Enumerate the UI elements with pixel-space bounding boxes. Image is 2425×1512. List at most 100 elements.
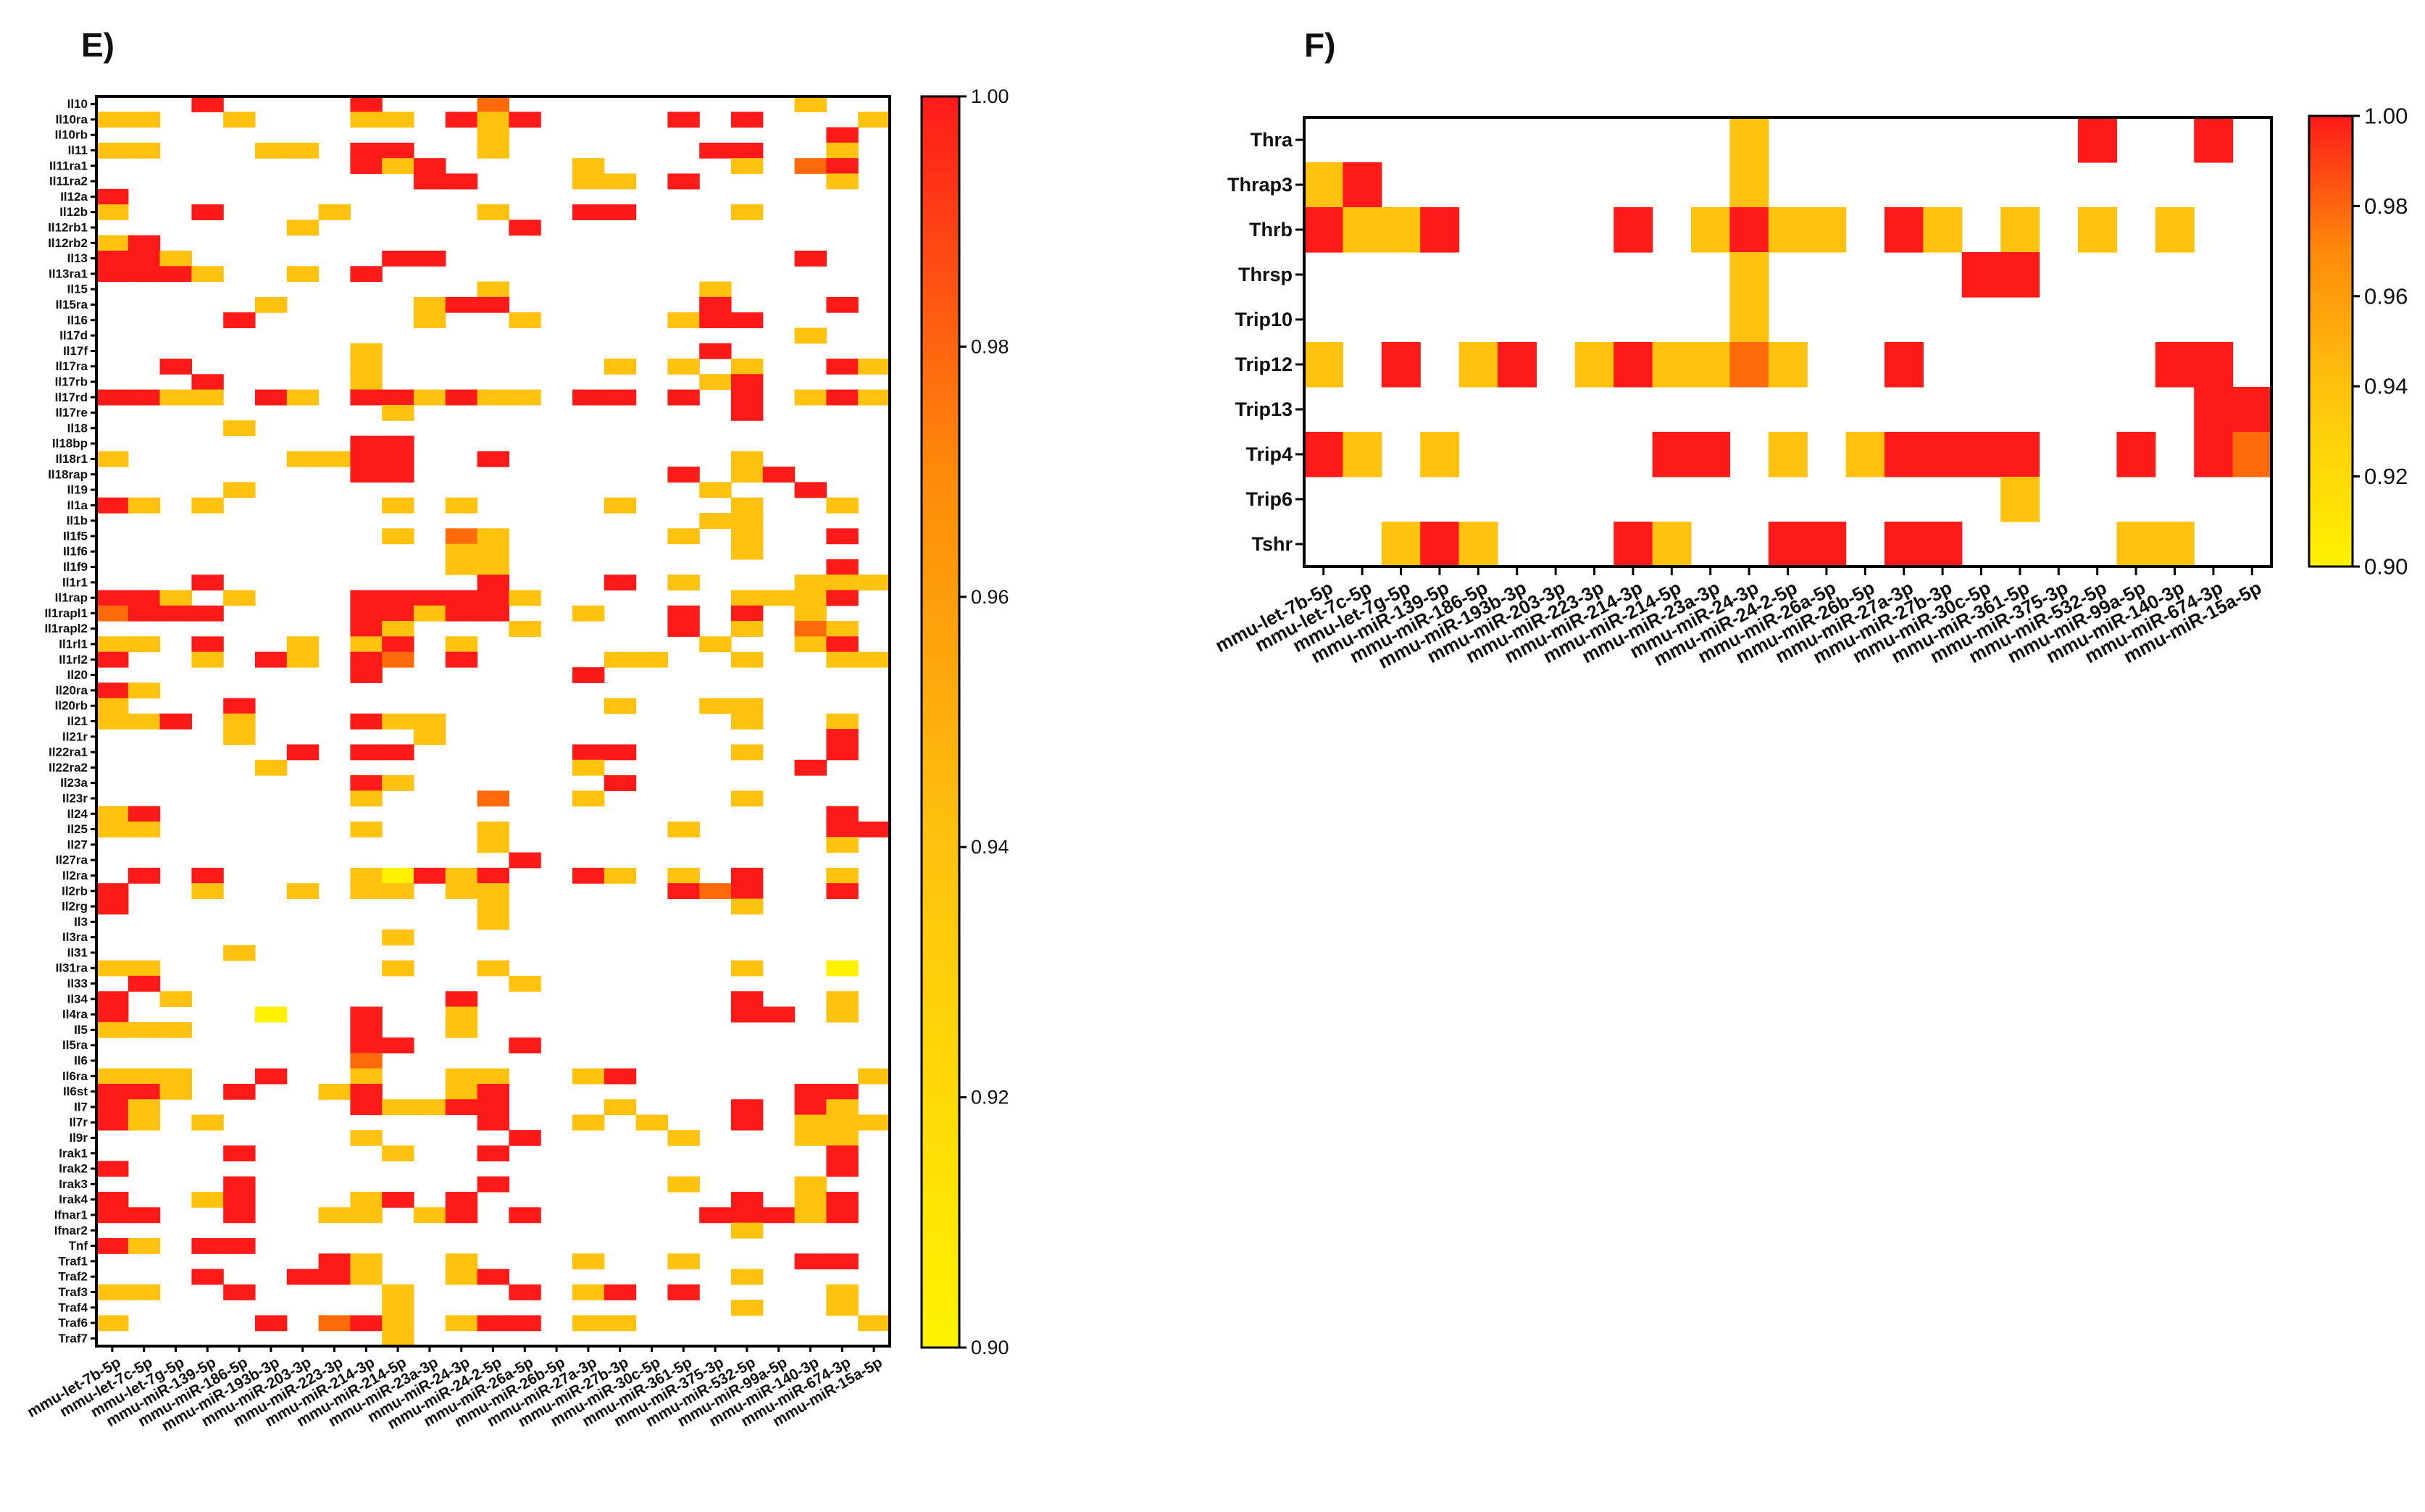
row-label: Il11 [68, 143, 88, 157]
heatmap-cell [445, 1315, 478, 1332]
heatmap-cell [96, 188, 129, 205]
row-label: Il13ra1 [49, 267, 88, 280]
heatmap-cell [635, 1114, 668, 1131]
row-label: Ifnar2 [54, 1224, 88, 1237]
heatmap-cell [572, 1284, 605, 1300]
heatmap-cell [96, 112, 129, 128]
heatmap-cell [96, 898, 129, 915]
colorbar [920, 95, 961, 1349]
heatmap-cell [382, 605, 414, 622]
row-label: Traf2 [58, 1270, 88, 1284]
heatmap-cell [159, 266, 192, 283]
heatmap-cell [731, 359, 764, 375]
colorbar-tick-label: 0.90 [2364, 554, 2408, 580]
heatmap-cell [731, 158, 764, 175]
heatmap-cell [445, 605, 478, 622]
heatmap-cell [477, 590, 509, 606]
heatmap-cell [318, 1083, 351, 1100]
heatmap-cell [382, 112, 414, 128]
heatmap-cell [223, 713, 256, 730]
heatmap-cell [477, 575, 509, 591]
row-label: Il1rapl1 [44, 606, 88, 620]
heatmap-cell [128, 235, 161, 251]
heatmap-cell [1381, 522, 1421, 567]
colorbar-tick-label: 0.96 [971, 586, 1009, 608]
heatmap-cell [699, 698, 732, 714]
heatmap-cell [350, 1129, 383, 1146]
heatmap-cell [414, 312, 446, 329]
heatmap-cell [731, 142, 764, 159]
heatmap-cell [128, 713, 161, 730]
heatmap-cell [667, 173, 700, 190]
heatmap-cell [159, 1022, 192, 1038]
heatmap-cell [509, 389, 541, 406]
heatmap-cell [1304, 207, 1343, 253]
heatmap-cell [445, 543, 478, 560]
heatmap-cell [128, 636, 161, 653]
colorbar-tick-label: 0.98 [971, 335, 1009, 357]
heatmap-cell [350, 636, 383, 653]
heatmap-cell [96, 636, 129, 653]
heatmap-cell [1729, 342, 1769, 388]
row-label: Il27 [67, 838, 88, 851]
heatmap-cell [794, 759, 827, 776]
heatmap-cell [604, 867, 637, 884]
heatmap-cell [191, 96, 224, 112]
row-label: Il18r1 [56, 452, 88, 466]
heatmap-cell [604, 204, 637, 220]
heatmap-cell [128, 960, 161, 977]
heatmap-cell [731, 467, 764, 483]
row-label: Il23a [60, 776, 88, 790]
row-label: Il2rg [62, 900, 88, 914]
heatmap-cell [96, 1284, 129, 1300]
row-label: Irak1 [59, 1146, 88, 1160]
heatmap-cell [477, 112, 509, 128]
heatmap-cell [477, 127, 509, 143]
heatmap-cell [382, 1300, 414, 1316]
heatmap-cell [826, 729, 859, 745]
heatmap-cell [794, 1114, 827, 1131]
heatmap-cell [445, 867, 478, 884]
row-label: Il20ra [56, 683, 88, 697]
heatmap-cell [445, 1253, 478, 1270]
heatmap-cell [96, 713, 129, 730]
colorbar-tick-label: 1.00 [2364, 104, 2408, 129]
heatmap-cell [731, 651, 764, 668]
heatmap-cell [382, 497, 414, 514]
heatmap-cell [731, 112, 764, 128]
heatmap-cell [191, 651, 224, 668]
heatmap-cell [128, 497, 161, 514]
heatmap-cell [286, 636, 320, 653]
heatmap-cell [350, 590, 383, 606]
row-label: Il20 [67, 668, 88, 682]
heatmap-cell [1885, 522, 1924, 567]
heatmap-cell [826, 559, 859, 575]
heatmap-cell [1304, 432, 1343, 477]
heatmap-cell [858, 575, 890, 591]
row-label: Il5ra [62, 1038, 88, 1052]
heatmap-cell [731, 528, 764, 545]
heatmap-cell [667, 359, 700, 375]
heatmap-cell [509, 1207, 541, 1224]
row-label: Traf6 [58, 1316, 88, 1330]
heatmap-cell [1807, 522, 1847, 567]
heatmap-cell [350, 1207, 383, 1224]
heatmap-cell [1614, 522, 1653, 567]
heatmap-cell [350, 821, 383, 838]
heatmap-cell [96, 1099, 129, 1116]
heatmap-cell [826, 1114, 859, 1131]
heatmap-cell [1729, 207, 1769, 253]
row-label: Il34 [67, 992, 88, 1006]
heatmap-cell [96, 497, 129, 514]
heatmap-cell [191, 1114, 224, 1131]
heatmap-cell [128, 1284, 161, 1300]
heatmap-cell [350, 1068, 383, 1085]
heatmap-cell [794, 636, 827, 653]
heatmap-cell [1614, 207, 1653, 253]
heatmap-cell [762, 1006, 796, 1023]
heatmap-cell [731, 991, 764, 1008]
row-label: Il20rb [55, 699, 88, 713]
heatmap-cell [96, 1192, 129, 1208]
heatmap-cell [667, 467, 700, 483]
heatmap-cell [1768, 342, 1808, 388]
